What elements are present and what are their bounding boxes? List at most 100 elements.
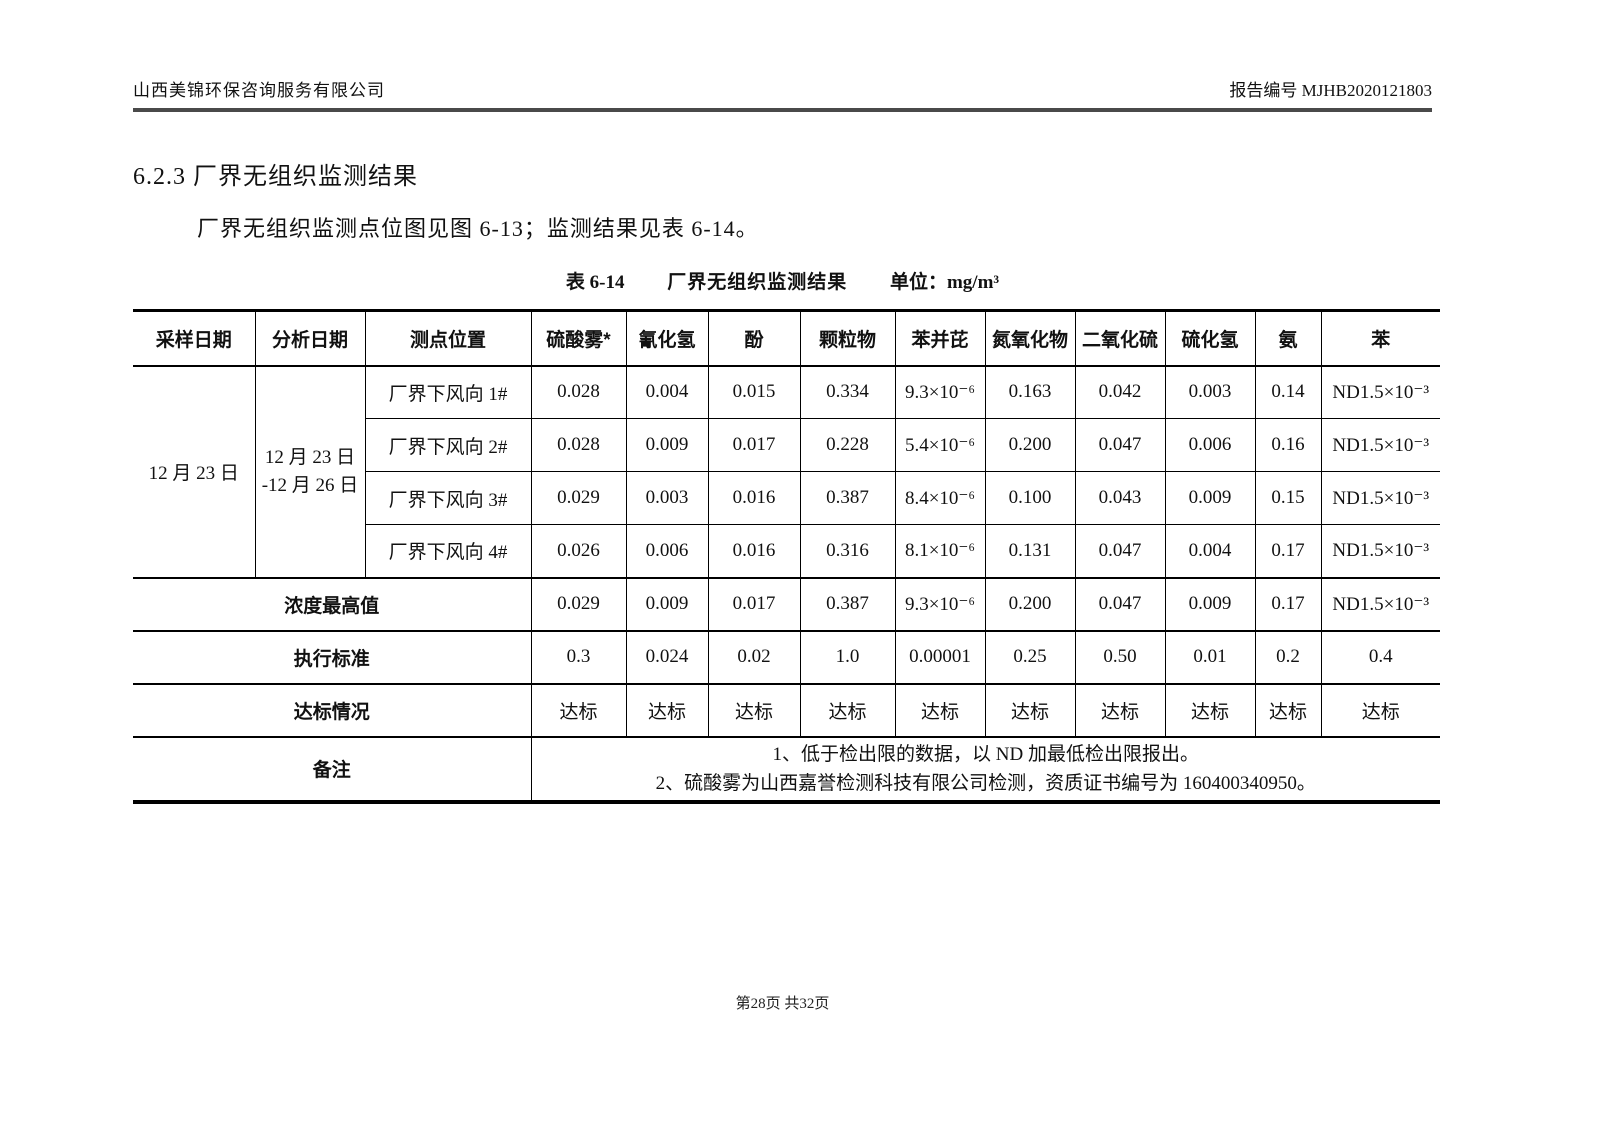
value-cell: ND1.5×10⁻³	[1320, 418, 1440, 472]
column-header-particulate: 颗粒物	[799, 310, 896, 367]
value-cell: 0.042	[1074, 365, 1166, 419]
value-cell: 0.17	[1254, 524, 1322, 578]
value-cell: 达标	[707, 682, 801, 737]
value-cell: 0.009	[625, 418, 709, 472]
table-row: 12 月 23 日 12 月 23 日 -12 月 26 日 厂界下风向 1# …	[133, 365, 1440, 578]
value-cell: 0.01	[1164, 629, 1256, 684]
value-cell: 0.50	[1074, 629, 1166, 684]
section-title: 6.2.3 厂界无组织监测结果	[133, 164, 418, 190]
value-cell: 0.004	[625, 365, 709, 419]
value-cell: 0.004	[1164, 524, 1256, 578]
value-cell: 0.17	[1254, 576, 1322, 631]
table-header-row: 采样日期 分析日期 测点位置 硫酸雾* 氰化氢 酚 颗粒物 苯并芘 氮氧化物 二…	[133, 310, 1440, 367]
column-header-nox: 氮氧化物	[984, 310, 1076, 367]
compliance-row: 达标情况 达标 达标 达标 达标 达标 达标 达标 达标 达标 达标	[133, 682, 1440, 737]
value-cell: 0.017	[707, 418, 801, 472]
table-caption-label: 表 6-14	[565, 272, 625, 293]
column-header-analysis-date: 分析日期	[254, 310, 366, 367]
remark-cell: 1、低于检出限的数据，以 ND 加最低检出限报出。 2、硫酸雾为山西嘉誉检测科技…	[530, 735, 1440, 803]
report-number: 报告编号 MJHB2020121803	[1229, 81, 1432, 100]
value-cell: 0.003	[1164, 365, 1256, 419]
value-cell: 0.228	[799, 418, 896, 472]
value-cell: 0.100	[984, 471, 1076, 525]
value-cell: 0.015	[707, 365, 801, 419]
value-cell: 8.4×10⁻⁶	[894, 471, 986, 525]
row-label-standard: 执行标准	[133, 629, 532, 684]
row-label-compliance: 达标情况	[133, 682, 532, 737]
location-cell: 厂界下风向 1#	[364, 365, 532, 419]
value-cell: 0.00001	[894, 629, 986, 684]
value-cell: 达标	[1074, 682, 1166, 737]
value-cell: ND1.5×10⁻³	[1320, 576, 1440, 631]
value-cell: 0.009	[625, 576, 709, 631]
value-cell: 达标	[625, 682, 709, 737]
value-cell: 8.1×10⁻⁶	[894, 524, 986, 578]
value-cell: 0.25	[984, 629, 1076, 684]
value-cell: 0.387	[799, 576, 896, 631]
column-header-ammonia: 氨	[1254, 310, 1322, 367]
value-cell: 0.2	[1254, 629, 1322, 684]
value-cell: 达标	[799, 682, 896, 737]
value-cell: 0.200	[984, 418, 1076, 472]
value-cell: ND1.5×10⁻³	[1320, 365, 1440, 419]
value-cell: 0.047	[1074, 576, 1166, 631]
value-cell: 0.029	[530, 471, 627, 525]
value-cell: 5.4×10⁻⁶	[894, 418, 986, 472]
value-cell: 0.334	[799, 365, 896, 419]
value-cell: 0.3	[530, 629, 627, 684]
column-header-sample-date: 采样日期	[133, 310, 256, 367]
row-label-remark: 备注	[133, 735, 532, 803]
value-cell: 0.016	[707, 471, 801, 525]
value-cell: 0.16	[1254, 418, 1322, 472]
value-cell: 达标	[530, 682, 627, 737]
sample-date-cell: 12 月 23 日	[133, 365, 256, 578]
table-caption-unit: 单位：mg/m³	[889, 272, 1000, 293]
value-cell: 达标	[1320, 682, 1440, 737]
table-caption: 表 6-14 厂界无组织监测结果 单位：mg/m³	[133, 267, 1432, 294]
value-cell: 达标	[984, 682, 1076, 737]
value-cell: 0.047	[1074, 524, 1166, 578]
value-cell: 0.006	[1164, 418, 1256, 472]
value-cell: ND1.5×10⁻³	[1320, 471, 1440, 525]
value-cell: 0.4	[1320, 629, 1440, 684]
value-cell: 0.02	[707, 629, 801, 684]
table-row: 厂界下风向 3# 0.029 0.003 0.016 0.387 8.4×10⁻…	[133, 471, 1440, 525]
value-cell: 0.163	[984, 365, 1076, 419]
document-header: 山西美锦环保咨询服务有限公司 报告编号 MJHB2020121803	[133, 76, 1432, 112]
remark-line-2: 2、硫酸雾为山西嘉誉检测科技有限公司检测，资质证书编号为 16040034095…	[655, 772, 1316, 794]
value-cell: 达标	[1164, 682, 1256, 737]
column-header-benzene: 苯	[1320, 310, 1440, 367]
value-cell: 0.028	[530, 418, 627, 472]
location-cell: 厂界下风向 4#	[365, 524, 532, 578]
location-cell: 厂界下风向 3#	[365, 471, 532, 525]
page-footer: 第28页 共32页	[735, 996, 830, 1012]
value-cell: 0.387	[799, 471, 896, 525]
max-concentration-row: 浓度最高值 0.029 0.009 0.017 0.387 9.3×10⁻⁶ 0…	[133, 576, 1440, 631]
value-cell: 0.316	[799, 524, 896, 578]
remark-row: 备注 1、低于检出限的数据，以 ND 加最低检出限报出。 2、硫酸雾为山西嘉誉检…	[133, 735, 1440, 803]
value-cell: 0.024	[625, 629, 709, 684]
monitoring-results-table: 采样日期 分析日期 测点位置 硫酸雾* 氰化氢 酚 颗粒物 苯并芘 氮氧化物 二…	[133, 309, 1440, 805]
value-cell: 0.15	[1254, 471, 1322, 525]
value-cell: 达标	[894, 682, 986, 737]
value-cell: 0.200	[984, 576, 1076, 631]
table-row: 厂界下风向 4# 0.026 0.006 0.016 0.316 8.1×10⁻…	[133, 524, 1440, 578]
value-cell: 0.043	[1074, 471, 1166, 525]
value-cell: 0.003	[625, 471, 709, 525]
row-label-max: 浓度最高值	[133, 576, 532, 631]
value-cell: 0.026	[530, 524, 627, 578]
analysis-date-cell: 12 月 23 日 -12 月 26 日	[254, 365, 366, 578]
column-header-hydrogen-cyanide: 氰化氢	[625, 310, 709, 367]
remark-line-1: 1、低于检出限的数据，以 ND 加最低检出限报出。	[772, 743, 1199, 765]
intro-paragraph: 厂界无组织监测点位图见图 6-13；监测结果见表 6-14。	[197, 216, 759, 241]
standard-row: 执行标准 0.3 0.024 0.02 1.0 0.00001 0.25 0.5…	[133, 629, 1440, 684]
column-header-phenol: 酚	[707, 310, 801, 367]
value-cell: 0.029	[530, 576, 627, 631]
column-header-sulfuric-mist: 硫酸雾*	[530, 310, 627, 367]
value-cell: 0.028	[530, 365, 627, 419]
value-cell: 达标	[1254, 682, 1322, 737]
value-cell: ND1.5×10⁻³	[1320, 524, 1440, 578]
value-cell: 0.047	[1074, 418, 1166, 472]
value-cell: 0.131	[984, 524, 1076, 578]
